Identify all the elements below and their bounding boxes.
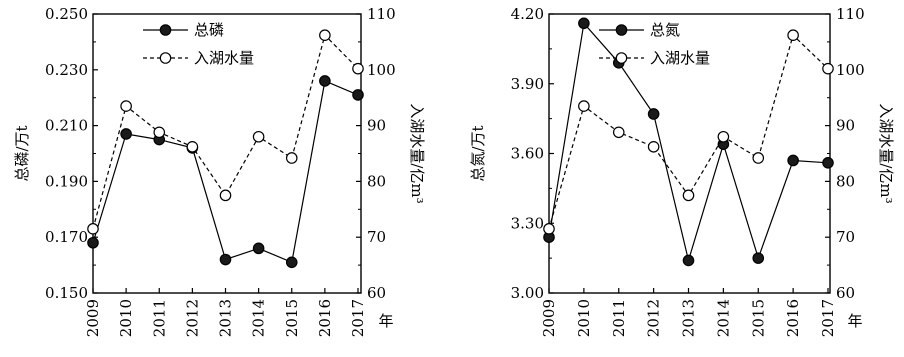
x-tick-label: 2012 bbox=[645, 299, 663, 337]
x-tick-label: 2016 bbox=[784, 299, 802, 337]
x-tick-label: 2010 bbox=[117, 299, 135, 337]
data-point-inflow bbox=[319, 29, 331, 42]
legend-label: 总磷 bbox=[194, 21, 224, 39]
left-tick-label: 0.150 bbox=[45, 284, 88, 302]
data-point-nutrient bbox=[787, 154, 799, 167]
legend-swatch-marker bbox=[615, 24, 628, 36]
data-point-nutrient bbox=[219, 253, 232, 266]
data-point-nutrient bbox=[822, 157, 834, 169]
data-point-inflow bbox=[647, 141, 660, 153]
x-tick-label: 2014 bbox=[714, 299, 732, 337]
data-point-nutrient bbox=[285, 256, 298, 269]
data-point-nutrient bbox=[352, 89, 364, 101]
x-tick-label: 2015 bbox=[283, 299, 301, 337]
legend-swatch-marker bbox=[159, 52, 172, 64]
x-tick-label: 2014 bbox=[250, 299, 268, 337]
series-line-inflow bbox=[92, 34, 359, 229]
right-tick-label: 70 bbox=[367, 228, 386, 246]
x-tick-label: 2011 bbox=[150, 299, 168, 337]
data-point-inflow bbox=[787, 29, 799, 42]
data-point-inflow bbox=[822, 62, 834, 75]
x-tick-label: 2012 bbox=[183, 299, 201, 337]
data-point-inflow bbox=[120, 100, 132, 112]
x-tick-label: 2009 bbox=[540, 299, 558, 337]
left-tick-label: 3.30 bbox=[511, 214, 544, 232]
right-axis-title: 入湖水量/亿m³ bbox=[408, 103, 426, 203]
right-tick-label: 110 bbox=[836, 5, 865, 23]
data-point-nutrient bbox=[252, 242, 265, 255]
data-point-nutrient bbox=[120, 128, 132, 140]
x-unit-label: 年 bbox=[378, 312, 393, 330]
data-point-nutrient bbox=[647, 108, 660, 120]
legend-label: 入湖水量 bbox=[194, 49, 254, 67]
right-tick-label: 60 bbox=[836, 284, 855, 302]
data-point-nutrient bbox=[319, 75, 331, 87]
right-tick-label: 110 bbox=[367, 5, 396, 23]
left-tick-label: 0.230 bbox=[45, 61, 88, 79]
x-tick-label: 2009 bbox=[84, 299, 102, 337]
left-tick-label: 4.20 bbox=[511, 5, 544, 23]
x-tick-label: 2011 bbox=[610, 299, 628, 337]
right-tick-label: 90 bbox=[836, 117, 855, 135]
right-tick-label: 70 bbox=[836, 228, 855, 246]
left-tick-label: 0.250 bbox=[45, 5, 88, 23]
legend-label: 总氮 bbox=[650, 21, 680, 39]
x-tick-label: 2013 bbox=[680, 299, 698, 337]
legend-label: 入湖水量 bbox=[650, 49, 710, 67]
right-axis-title: 入湖水量/亿m³ bbox=[877, 103, 895, 203]
x-tick-label: 2015 bbox=[749, 299, 767, 337]
data-point-inflow bbox=[578, 100, 590, 112]
left-tick-label: 0.190 bbox=[45, 172, 88, 190]
data-point-inflow bbox=[352, 62, 364, 75]
data-point-inflow bbox=[717, 130, 730, 143]
data-point-inflow bbox=[252, 130, 265, 143]
x-tick-label: 2017 bbox=[819, 299, 837, 337]
series-line-nutrient bbox=[92, 80, 359, 264]
x-tick-label: 2013 bbox=[217, 299, 235, 337]
data-point-nutrient bbox=[752, 252, 765, 264]
x-tick-label: 2010 bbox=[575, 299, 593, 337]
chart-tp: 0.150 0.170 0.190 0.210 0.230 0.250 60 70 80 90 10… bbox=[13, 5, 426, 337]
data-point-inflow bbox=[612, 126, 625, 139]
legend-swatch-marker bbox=[159, 24, 172, 36]
left-tick-label: 3.90 bbox=[511, 75, 544, 93]
data-point-nutrient bbox=[87, 236, 99, 249]
x-unit-label: 年 bbox=[847, 312, 862, 330]
x-tick-label: 2017 bbox=[349, 299, 367, 337]
data-point-nutrient bbox=[682, 254, 695, 267]
right-tick-label: 90 bbox=[367, 117, 386, 135]
left-tick-label: 0.210 bbox=[45, 117, 88, 135]
left-tick-label: 3.60 bbox=[511, 145, 544, 163]
right-tick-label: 100 bbox=[367, 61, 396, 79]
data-point-inflow bbox=[682, 189, 695, 202]
left-axis-title: 总磷/万t bbox=[13, 125, 31, 181]
right-tick-label: 80 bbox=[836, 172, 855, 190]
data-point-inflow bbox=[153, 126, 166, 139]
right-tick-label: 60 bbox=[367, 284, 386, 302]
data-point-inflow bbox=[752, 152, 765, 164]
data-point-nutrient bbox=[578, 17, 590, 30]
data-point-inflow bbox=[219, 189, 232, 202]
right-tick-label: 100 bbox=[836, 61, 865, 79]
left-tick-label: 3.00 bbox=[511, 284, 544, 302]
data-point-inflow bbox=[285, 152, 298, 164]
left-axis-title: 总氮/万t bbox=[469, 125, 487, 181]
legend-swatch-marker bbox=[615, 52, 628, 64]
data-point-inflow bbox=[87, 223, 99, 235]
left-tick-label: 0.170 bbox=[45, 228, 88, 246]
data-point-inflow bbox=[543, 223, 555, 235]
x-tick-label: 2016 bbox=[316, 299, 334, 337]
chart-tn: 3.00 3.30 3.60 3.90 4.20 60 70 80 90 100 110 2009 20… bbox=[469, 5, 895, 337]
data-point-inflow bbox=[186, 141, 199, 153]
right-tick-label: 80 bbox=[367, 172, 386, 190]
